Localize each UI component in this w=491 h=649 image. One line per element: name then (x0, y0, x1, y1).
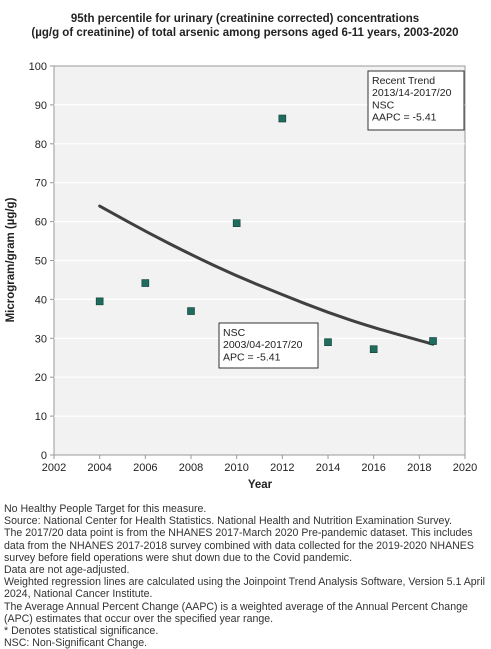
footnote: Data are not age-adjusted. (4, 564, 130, 577)
overall-trend-line3: APC = -5.41 (223, 351, 281, 363)
y-tick-label: 40 (35, 294, 47, 306)
footnote: No Healthy People Target for this measur… (4, 503, 207, 515)
overall-trend-line1: NSC (223, 327, 246, 339)
data-point (141, 279, 150, 287)
y-tick-label: 60 (35, 217, 47, 229)
recent-trend-line1: Recent Trend (372, 75, 435, 87)
data-point (369, 345, 378, 353)
overall-trend-annotation: NSC 2003/04-2017/20 APC = -5.41 (218, 322, 319, 369)
x-tick-label: 2012 (270, 462, 294, 474)
data-point (429, 337, 437, 345)
y-tick-label: 20 (35, 372, 47, 384)
chart: 95th percentile for urinary (creatinine … (5, 13, 477, 491)
y-tick-label: 0 (41, 450, 47, 462)
overall-trend-line2: 2003/04-2017/20 (223, 339, 303, 351)
y-tick-label: 10 (35, 411, 47, 423)
recent-trend-line3: NSC (372, 99, 395, 111)
svg-text:Recent Trend 2013/14-201: Recent Trend 2013/14-2017/20 NSC AAPC = … (372, 75, 454, 124)
data-point (324, 338, 332, 346)
x-tick-label: 2010 (224, 462, 248, 474)
y-axis: 0 10 20 30 40 50 60 70 80 90 100 (29, 61, 54, 462)
footnote: Weighted regression lines are calculated… (4, 576, 485, 601)
x-tick-label: 2008 (179, 462, 203, 474)
footnote: * Denotes statistical significance. (4, 625, 159, 638)
y-tick-label: 90 (35, 100, 47, 112)
recent-trend-line4: AAPC = -5.41 (372, 112, 437, 124)
data-point (187, 307, 195, 315)
x-tick-label: 2004 (87, 462, 111, 474)
data-point (95, 297, 104, 306)
y-axis-label: Microgram/gram (µg/g) (5, 197, 17, 322)
x-tick-label: 2006 (133, 462, 157, 474)
recent-trend-annotation: Recent Trend 2013/14-2017/20 NSC AAPC = … (367, 70, 465, 131)
y-tick-label: 80 (35, 139, 47, 151)
footnote: The 2017/20 data point is from the NHANE… (4, 527, 474, 564)
y-tick-label: 70 (35, 178, 47, 190)
footnotes: No Healthy People Target for this measur… (4, 503, 488, 649)
data-point (232, 219, 241, 227)
x-axis-label: Year (248, 479, 273, 491)
footnote: Source: National Center for Health Stati… (4, 515, 452, 528)
recent-trend-line2: 2013/14-2017/20 (372, 87, 452, 99)
data-point (278, 114, 287, 123)
data-points (95, 114, 437, 353)
footnote: NSC: Non-Significant Change. (4, 637, 148, 649)
y-tick-label: 100 (29, 61, 47, 73)
x-axis: 2002 2004 2006 2008 2010 2012 2014 2016 2018 2020 (42, 455, 477, 474)
chart-title-line2: (µg/g of creatinine) of total arsenic am… (31, 27, 458, 39)
svg-text:NSC 2003/04-2017/20: NSC 2003/04-2017/20 APC = -5.41 (223, 327, 305, 363)
x-tick-label: 2016 (361, 462, 385, 474)
trend-line (98, 204, 435, 346)
y-tick-label: 30 (35, 333, 47, 345)
x-tick-label: 2018 (407, 462, 431, 474)
chart-title-line1: 95th percentile for urinary (creatinine … (71, 13, 419, 25)
x-tick-label: 2020 (453, 462, 477, 474)
x-tick-label: 2014 (316, 462, 340, 474)
footnote: The Average Annual Percent Change (AAPC)… (4, 600, 468, 625)
x-tick-label: 2002 (42, 462, 66, 474)
y-tick-label: 50 (35, 256, 47, 268)
